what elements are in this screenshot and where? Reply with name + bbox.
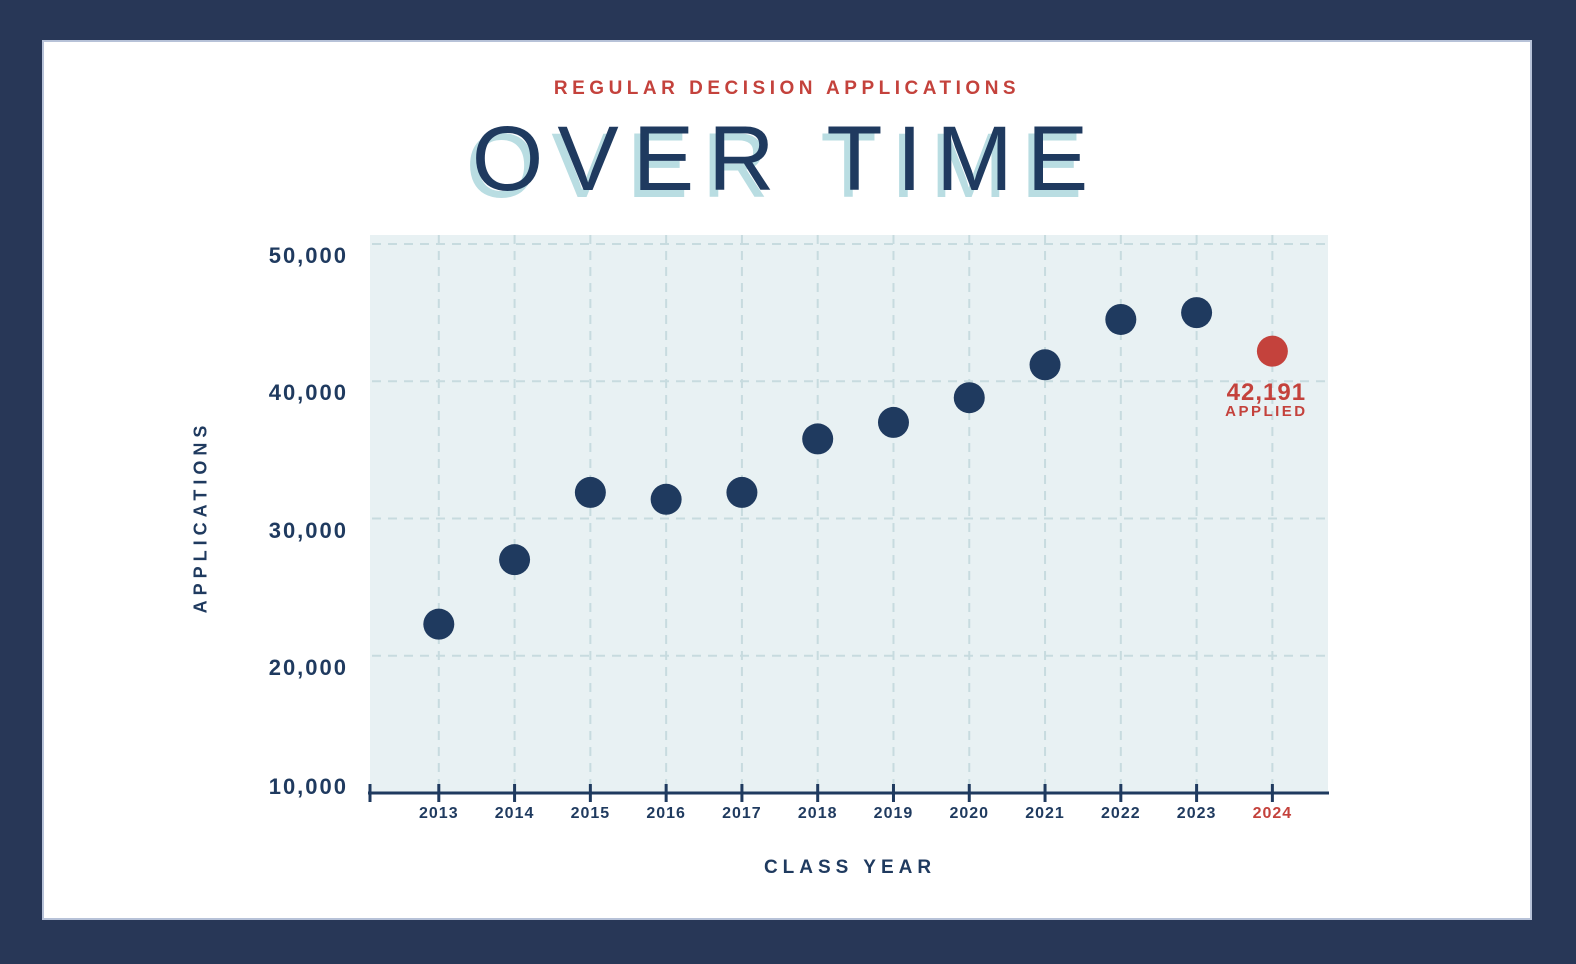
y-axis-title: APPLICATIONS xyxy=(190,420,211,614)
y-tick-label-20000: 20,000 xyxy=(268,654,348,680)
chart-title: OVER TIME xyxy=(471,108,1103,210)
x-axis-title: CLASS YEAR xyxy=(763,857,937,878)
chart-subtitle: REGULAR DECISION APPLICATIONS xyxy=(553,78,1021,99)
y-tick-label-40000: 40,000 xyxy=(268,380,348,406)
y-tick-label-30000: 30,000 xyxy=(268,517,348,543)
x-tick-label-2019: 2019 xyxy=(873,805,914,822)
x-tick-label-2020: 2020 xyxy=(949,805,990,822)
x-tick-label-2024: 2024 xyxy=(1252,805,1293,822)
y-tick-label-50000: 50,000 xyxy=(268,243,348,268)
x-tick-label-2018: 2018 xyxy=(797,805,838,822)
highlight-caption: APPLIED xyxy=(1225,403,1308,421)
x-tick-label-2013: 2013 xyxy=(419,805,459,822)
x-tick-label-2015: 2015 xyxy=(570,805,611,822)
x-tick-label-2017: 2017 xyxy=(722,805,762,822)
y-tick-label-10000: 10,000 xyxy=(268,774,348,799)
x-tick-label-2023: 2023 xyxy=(1176,805,1217,822)
x-tick-label-2014: 2014 xyxy=(494,805,535,822)
x-tick-label-2022: 2022 xyxy=(1101,805,1141,822)
highlight-value: 42,191 xyxy=(1226,379,1307,407)
x-tick-label-2021: 2021 xyxy=(1025,805,1065,822)
plot-area xyxy=(370,235,1328,793)
x-tick-label-2016: 2016 xyxy=(646,805,686,822)
